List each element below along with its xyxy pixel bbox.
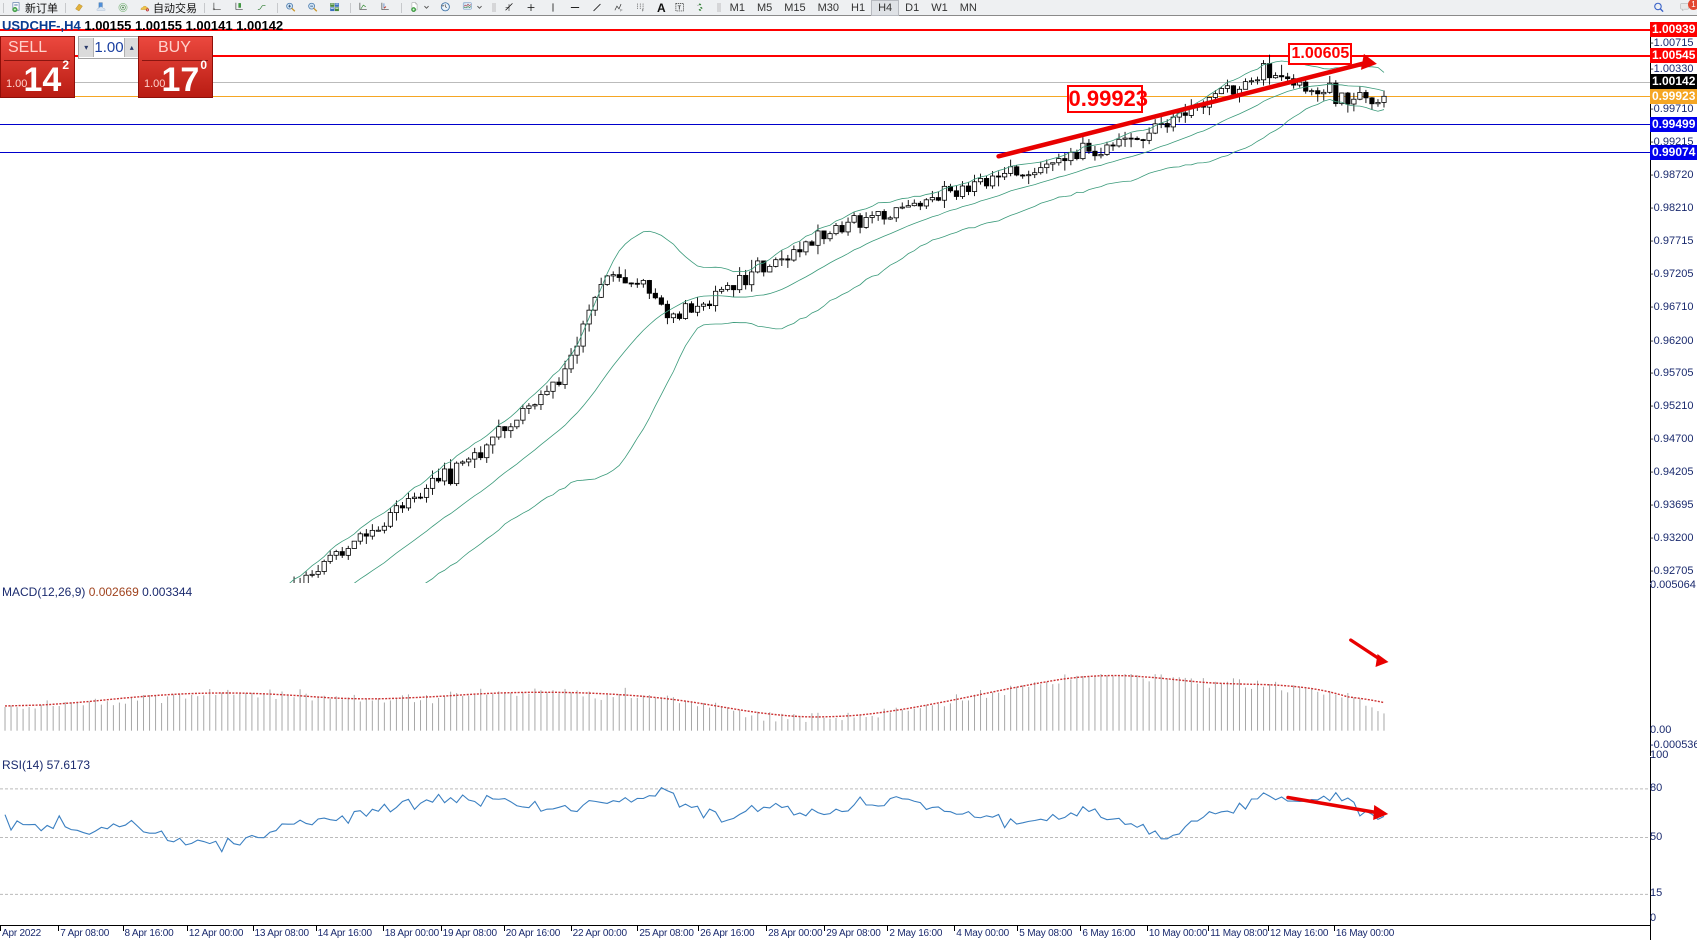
svg-text:F: F xyxy=(620,9,622,13)
svg-text:F: F xyxy=(642,9,644,13)
